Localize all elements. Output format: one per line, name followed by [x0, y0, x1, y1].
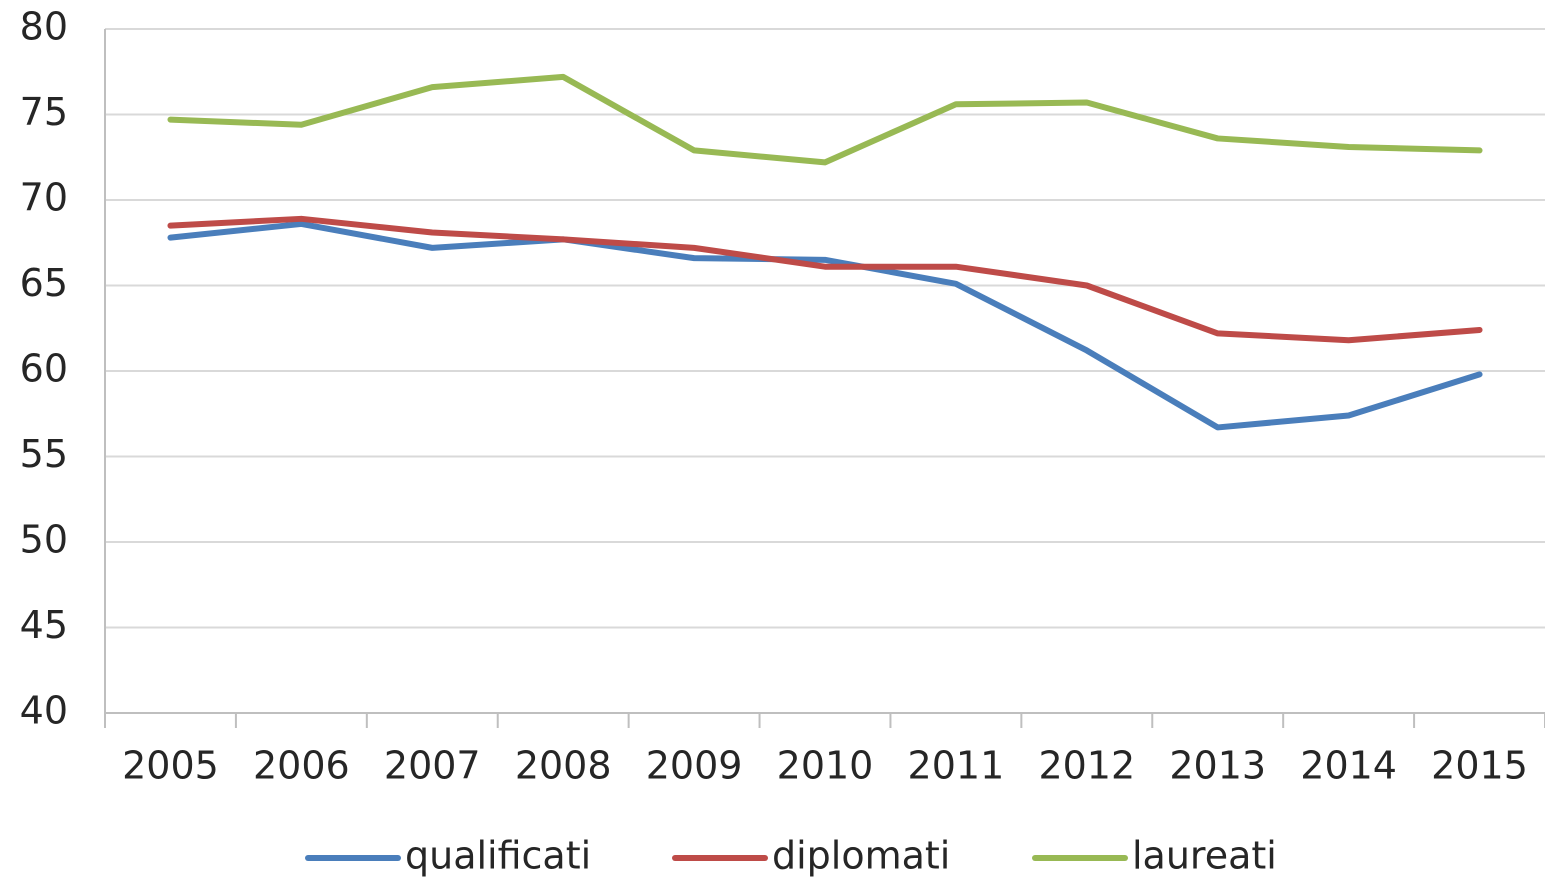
x-tick-label: 2012 — [1038, 744, 1135, 788]
series-line — [167, 220, 1483, 431]
x-tick-label: 2006 — [253, 744, 350, 788]
y-tick-label: 75 — [20, 90, 68, 134]
y-tick-label: 55 — [20, 432, 68, 476]
x-tick-label: 2007 — [384, 744, 481, 788]
y-tick-label: 80 — [20, 5, 68, 49]
x-tick-label: 2009 — [646, 744, 743, 788]
legend-label: laureati — [1132, 834, 1277, 878]
y-tick-label: 70 — [20, 176, 68, 220]
y-tick-label: 60 — [20, 347, 68, 391]
x-tick-label: 2005 — [122, 744, 219, 788]
x-tick-label: 2010 — [777, 744, 874, 788]
x-tick-label: 2011 — [908, 744, 1005, 788]
legend-label: qualificati — [405, 834, 591, 878]
legend-label: diplomati — [772, 834, 950, 878]
series-line — [167, 215, 1483, 344]
x-tick-label: 2015 — [1431, 744, 1528, 788]
x-tick-label: 2013 — [1169, 744, 1266, 788]
x-tick-label: 2008 — [515, 744, 612, 788]
y-tick-label: 40 — [20, 689, 68, 733]
y-tick-label: 50 — [20, 518, 68, 562]
series-line — [167, 73, 1483, 166]
y-tick-label: 65 — [20, 261, 68, 305]
x-tick-label: 2014 — [1300, 744, 1397, 788]
y-tick-label: 45 — [20, 603, 68, 647]
